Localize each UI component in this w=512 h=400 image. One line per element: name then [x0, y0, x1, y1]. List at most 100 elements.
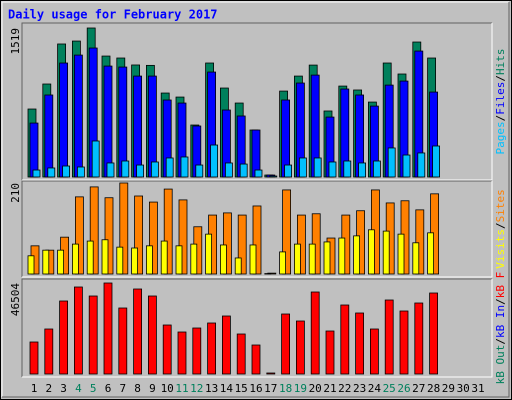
bar: [75, 196, 84, 275]
x-tick-label: 9: [149, 382, 156, 395]
bar: [32, 169, 41, 178]
legend-entry: kB F: [494, 272, 507, 299]
legend-separator: /: [494, 338, 507, 345]
legend-separator: /: [494, 75, 507, 82]
bar: [89, 186, 99, 275]
bar: [29, 122, 39, 178]
x-tick-label: 20: [309, 382, 322, 395]
bar: [72, 243, 79, 275]
bar: [328, 161, 337, 178]
x-tick-label: 22: [338, 382, 351, 395]
bar: [57, 249, 64, 275]
bar: [234, 257, 242, 275]
legend-entry: Hits: [494, 49, 507, 76]
bar: [165, 157, 174, 178]
x-tick-label: 6: [105, 382, 112, 395]
x-tick-label: 2: [45, 382, 52, 395]
bar: [338, 237, 346, 275]
bar: [91, 140, 100, 178]
panel-bevel: [21, 278, 492, 377]
x-tick-label: 11: [175, 382, 188, 395]
x-tick-label: 1: [31, 382, 38, 395]
legend-entry: kB In: [494, 305, 507, 338]
bar: [353, 235, 361, 275]
bar: [44, 94, 54, 178]
x-tick-label: 27: [412, 382, 425, 395]
legend-entry: Sites: [494, 189, 507, 222]
bar: [295, 320, 305, 375]
bar: [369, 328, 379, 375]
bar: [239, 163, 248, 178]
bar: [284, 164, 293, 178]
bar: [101, 239, 109, 275]
bar: [190, 243, 198, 275]
x-tick-label: 21: [323, 382, 336, 395]
panel-bevel: [21, 180, 492, 277]
bar: [269, 175, 278, 178]
legend-entry: Pages: [494, 121, 507, 154]
bar: [399, 310, 409, 375]
x-tick-label: 29: [442, 382, 455, 395]
bar: [237, 214, 247, 275]
x-tick-label: 25: [383, 382, 396, 395]
bar: [148, 201, 158, 275]
bar: [323, 241, 331, 275]
bar: [281, 313, 291, 375]
x-tick-label: 4: [75, 382, 82, 395]
bar: [402, 154, 411, 178]
bar: [44, 328, 54, 375]
legend: kB Out/kB In/kB F: [494, 272, 507, 385]
x-tick-label: 26: [397, 382, 410, 395]
bar: [264, 273, 272, 275]
bar: [397, 233, 405, 275]
panel-bevel: [21, 22, 492, 180]
chart-title: Daily usage for February 2017: [8, 8, 218, 22]
x-tick-label: 18: [279, 382, 292, 395]
bar: [47, 167, 56, 178]
bar: [121, 160, 130, 178]
bar: [412, 242, 420, 275]
bar: [116, 246, 124, 275]
legend-entry: Files: [494, 82, 507, 115]
x-tick-label: 24: [368, 382, 382, 395]
bar: [224, 162, 233, 178]
bar: [325, 330, 335, 375]
y-tick-label: 1519: [9, 28, 22, 55]
bar: [118, 66, 128, 178]
bar: [133, 75, 143, 178]
x-tick-label: 19: [294, 382, 307, 395]
bar: [310, 291, 320, 375]
bar: [180, 156, 189, 178]
bar: [222, 212, 232, 275]
bar: [103, 282, 113, 375]
bar: [178, 199, 188, 275]
bar: [42, 249, 50, 275]
bar: [293, 243, 301, 275]
bar: [298, 157, 307, 178]
x-tick-label: 10: [161, 382, 174, 395]
bar: [221, 315, 231, 375]
legend: Pages/Files/Hits: [494, 49, 507, 155]
bar: [104, 197, 114, 275]
x-tick-label: 12: [190, 382, 203, 395]
x-tick-label: 16: [249, 382, 262, 395]
bar: [133, 288, 143, 375]
bar: [427, 232, 435, 275]
bar: [118, 307, 128, 375]
bar: [59, 300, 68, 375]
bar: [160, 240, 168, 275]
bar: [88, 295, 98, 375]
bar: [367, 229, 375, 275]
bar: [279, 251, 287, 275]
bar: [59, 62, 68, 178]
legend-separator: /: [494, 115, 507, 122]
bar: [266, 372, 276, 375]
legend-separator: /: [494, 222, 507, 229]
bar: [236, 333, 246, 375]
bar: [134, 195, 144, 275]
x-tick-label: 7: [119, 382, 126, 395]
bar: [414, 302, 424, 375]
